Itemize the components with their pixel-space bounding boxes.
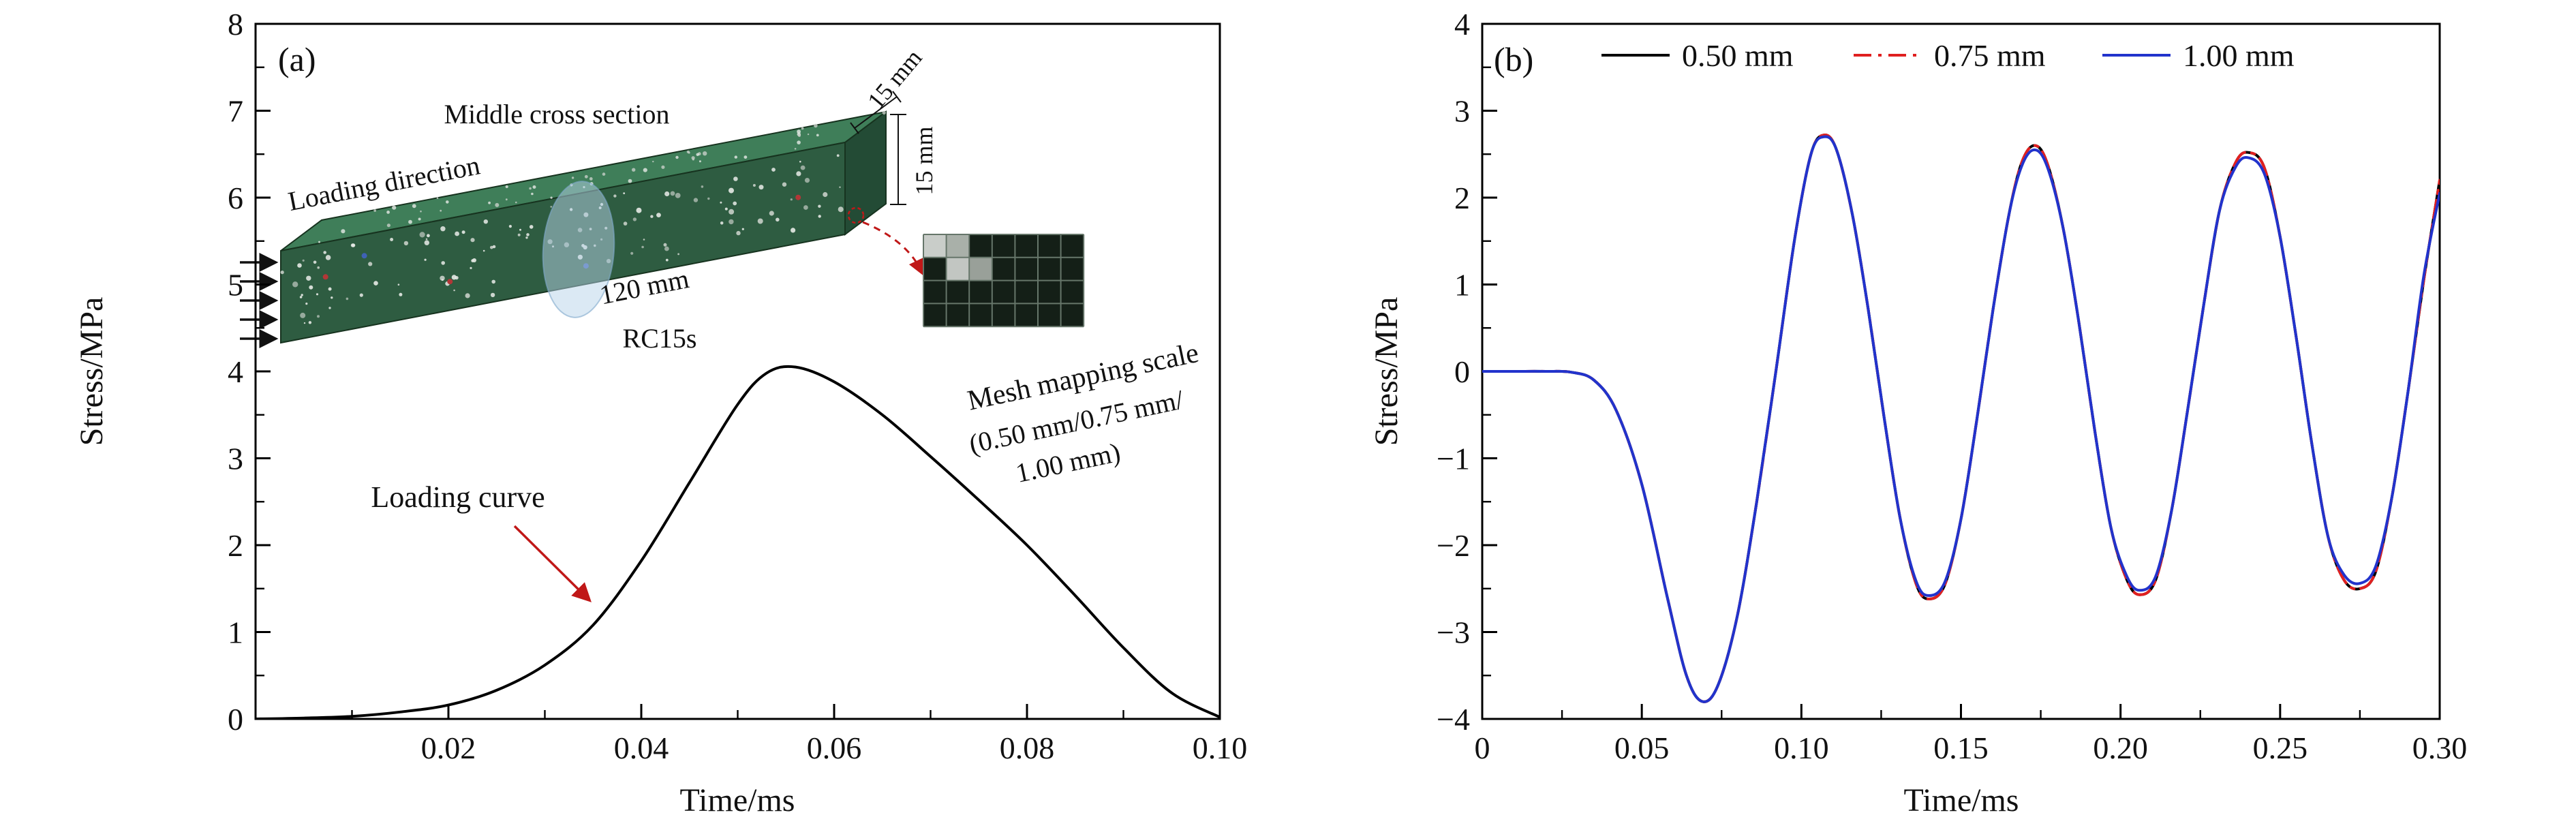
svg-text:1: 1 [1454, 268, 1470, 303]
middle-cross-section-label: Middle cross section [444, 99, 669, 129]
svg-text:−4: −4 [1437, 702, 1470, 737]
legend: 0.50 mm 0.75 mm 1.00 mm [1601, 38, 2295, 73]
svg-text:0.08: 0.08 [1000, 731, 1055, 765]
svg-text:0.02: 0.02 [421, 731, 476, 765]
zoom-source-circle [847, 206, 865, 224]
dimension-lines [850, 91, 906, 205]
svg-text:3: 3 [1454, 94, 1470, 129]
svg-text:1: 1 [228, 615, 243, 650]
svg-text:0.25: 0.25 [2253, 731, 2308, 765]
panel-b-xlabel: Time/ms [1904, 782, 2019, 818]
legend-label-075: 0.75 mm [1934, 38, 2046, 73]
panel-b: (b) Stress/MPa Time/ms 0.50 mm 0.75 mm 1… [1288, 0, 2576, 830]
svg-text:0: 0 [1454, 354, 1470, 389]
curve-1.00-mm [1482, 135, 2440, 703]
specimen-inset: Middle cross section Loading direction 1… [240, 44, 1201, 489]
svg-text:−2: −2 [1437, 528, 1470, 563]
svg-text:0.04: 0.04 [614, 731, 669, 765]
svg-text:4: 4 [1454, 7, 1470, 42]
svg-text:0.05: 0.05 [1614, 731, 1670, 765]
curve-Loading-curve [256, 365, 1220, 719]
curve-0.75-mm [1482, 134, 2440, 703]
svgB-axes: 0 0.05 0.10 0.15 0.20 0.25 0.30 −4 −3 −2 −1 0 1 2 3 4 [1437, 7, 2467, 765]
svg-text:2: 2 [1454, 181, 1470, 215]
svg-text:7: 7 [228, 94, 243, 129]
panel-b-chart: (b) Stress/MPa Time/ms 0.50 mm 0.75 mm 1… [1368, 7, 2467, 818]
svg-text:6: 6 [228, 181, 243, 215]
panel-a-xlabel: Time/ms [680, 782, 795, 818]
svg-text:−3: −3 [1437, 615, 1470, 650]
zoom-connector-arrow-icon [862, 221, 924, 276]
svg-text:3: 3 [228, 442, 243, 476]
panel-a-chart: (a) Stress/MPa Time/ms Loading curve [74, 7, 1247, 818]
svg-text:0: 0 [228, 702, 243, 737]
svg-text:0.15: 0.15 [1933, 731, 1989, 765]
mesh-grid [923, 234, 1085, 328]
svg-text:2: 2 [228, 528, 243, 563]
specimen-name-label: RC15s [623, 323, 697, 354]
svgA-axes: 0.02 0.04 0.06 0.08 0.10 0 1 2 3 4 5 6 7 8 [228, 7, 1247, 765]
middle-cross-section-ellipse [542, 181, 615, 318]
beam-depth-label: 15 mm [862, 44, 927, 114]
svg-text:0.06: 0.06 [807, 731, 862, 765]
loading-curve-annotation: Loading curve [371, 480, 545, 514]
beam-height-label: 15 mm [910, 126, 938, 195]
svg-text:0.10: 0.10 [1774, 731, 1829, 765]
svg-text:8: 8 [228, 7, 243, 42]
panel-b-ylabel: Stress/MPa [1368, 297, 1405, 446]
svg-text:0: 0 [1475, 731, 1490, 765]
svg-text:5: 5 [228, 268, 243, 303]
svg-text:0.20: 0.20 [2093, 731, 2148, 765]
curve-0.50-mm [1482, 134, 2440, 703]
panel-a: (a) Stress/MPa Time/ms Loading curve [74, 7, 1247, 818]
svg-text:4: 4 [228, 354, 243, 389]
panel-a-label: (a) [278, 40, 316, 78]
panel-b-label: (b) [1494, 40, 1533, 78]
svg-text:0.10: 0.10 [1193, 731, 1248, 765]
loading-curve-arrow-icon [513, 525, 592, 602]
svg-text:−1: −1 [1437, 442, 1470, 476]
legend-label-100: 1.00 mm [2183, 38, 2295, 73]
panel-a-ylabel: Stress/MPa [74, 297, 110, 446]
legend-label-050: 0.50 mm [1682, 38, 1794, 73]
svg-text:0.30: 0.30 [2412, 731, 2468, 765]
